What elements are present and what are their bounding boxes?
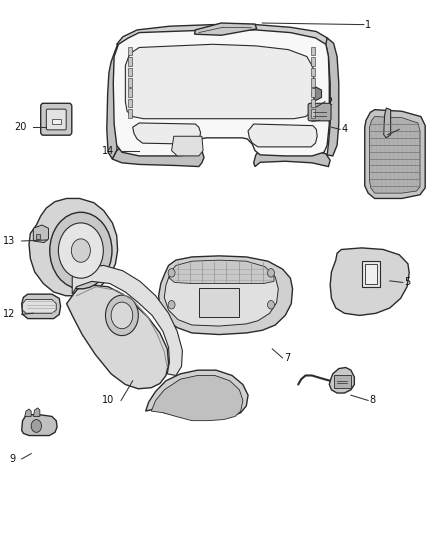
Text: 12: 12: [3, 309, 15, 319]
Polygon shape: [334, 375, 351, 387]
Polygon shape: [113, 30, 329, 156]
Polygon shape: [33, 225, 49, 243]
Polygon shape: [127, 78, 132, 86]
Polygon shape: [311, 109, 315, 118]
Polygon shape: [329, 368, 354, 393]
FancyBboxPatch shape: [46, 109, 66, 130]
Polygon shape: [172, 136, 203, 156]
Text: 6: 6: [401, 124, 407, 134]
Circle shape: [106, 295, 138, 336]
Polygon shape: [194, 23, 257, 35]
Text: 1: 1: [365, 20, 371, 30]
Text: 2: 2: [326, 96, 332, 107]
Polygon shape: [127, 109, 132, 118]
Circle shape: [71, 239, 90, 262]
Polygon shape: [311, 78, 315, 86]
Polygon shape: [151, 375, 243, 421]
Polygon shape: [127, 68, 132, 76]
Circle shape: [268, 301, 275, 309]
FancyBboxPatch shape: [308, 103, 331, 121]
Polygon shape: [25, 409, 31, 416]
Polygon shape: [254, 149, 330, 166]
Circle shape: [111, 302, 133, 329]
Polygon shape: [311, 58, 315, 66]
Polygon shape: [125, 44, 314, 119]
Polygon shape: [326, 38, 339, 156]
Circle shape: [58, 223, 103, 278]
Text: 10: 10: [102, 395, 115, 406]
Polygon shape: [127, 88, 132, 97]
Polygon shape: [370, 117, 420, 193]
Polygon shape: [164, 261, 278, 326]
Polygon shape: [311, 88, 315, 97]
Circle shape: [268, 269, 275, 277]
Circle shape: [31, 419, 42, 432]
Polygon shape: [22, 300, 56, 313]
Polygon shape: [67, 285, 169, 389]
Text: 8: 8: [370, 395, 376, 406]
Polygon shape: [330, 248, 409, 316]
Polygon shape: [21, 294, 60, 319]
Polygon shape: [72, 265, 182, 375]
Polygon shape: [170, 260, 274, 284]
Polygon shape: [127, 99, 132, 107]
Polygon shape: [248, 124, 317, 147]
Polygon shape: [384, 108, 391, 138]
Text: 4: 4: [341, 124, 347, 134]
Polygon shape: [199, 288, 240, 317]
Polygon shape: [312, 87, 321, 101]
Text: 9: 9: [9, 454, 15, 464]
Polygon shape: [29, 198, 117, 296]
Polygon shape: [113, 143, 204, 166]
Polygon shape: [311, 99, 315, 107]
Circle shape: [168, 269, 175, 277]
Polygon shape: [362, 261, 380, 287]
Polygon shape: [21, 414, 57, 435]
Text: 5: 5: [404, 278, 410, 287]
Polygon shape: [365, 110, 425, 198]
Polygon shape: [159, 256, 293, 335]
Polygon shape: [311, 68, 315, 76]
Polygon shape: [311, 47, 315, 55]
Polygon shape: [133, 123, 201, 144]
Polygon shape: [146, 370, 248, 418]
FancyBboxPatch shape: [41, 103, 72, 135]
Text: 14: 14: [102, 146, 115, 156]
Polygon shape: [117, 25, 328, 50]
Text: 20: 20: [14, 122, 27, 132]
Circle shape: [50, 212, 112, 289]
Polygon shape: [35, 233, 40, 239]
Text: 13: 13: [3, 236, 15, 246]
Circle shape: [168, 301, 175, 309]
Polygon shape: [52, 119, 60, 124]
Polygon shape: [33, 408, 40, 416]
Text: 3: 3: [321, 115, 327, 125]
Text: 7: 7: [284, 353, 290, 363]
Polygon shape: [127, 47, 132, 55]
Polygon shape: [365, 264, 377, 284]
Polygon shape: [107, 37, 137, 159]
Polygon shape: [127, 58, 132, 66]
